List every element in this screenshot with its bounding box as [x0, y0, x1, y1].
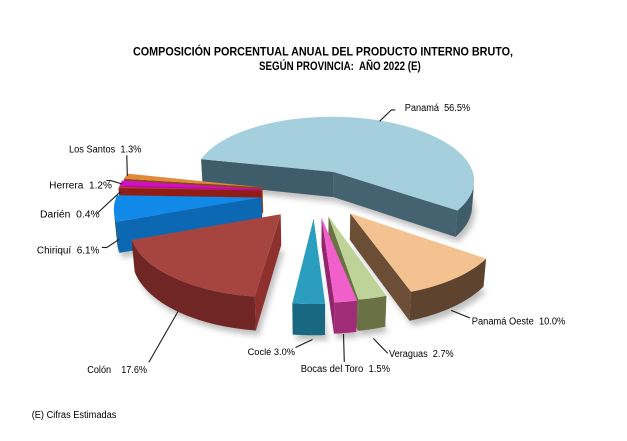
svg-text:Veraguas 2.7%: Veraguas 2.7%	[389, 349, 454, 360]
svg-text:Coclé 3.0%: Coclé 3.0%	[248, 347, 296, 357]
svg-text:Panamá 56.5%: Panamá 56.5%	[405, 103, 471, 114]
svg-text:COMPOSICIÓN PORCENTUAL ANUAL D: COMPOSICIÓN PORCENTUAL ANUAL DEL PRODUCT…	[133, 45, 513, 59]
svg-text:Colón 17.6%: Colón 17.6%	[87, 365, 147, 376]
svg-text:Chiriquí 6.1%: Chiriquí 6.1%	[37, 245, 100, 256]
svg-text:Darién 0.4%: Darién 0.4%	[40, 209, 100, 220]
svg-text:Herrera 1.2%: Herrera 1.2%	[49, 180, 112, 191]
svg-text:(E) Cifras Estimadas: (E) Cifras Estimadas	[32, 410, 117, 421]
svg-text:Panamá Oeste 10.0%: Panamá Oeste 10.0%	[472, 316, 566, 327]
svg-text:Los Santos 1.3%: Los Santos 1.3%	[69, 145, 142, 156]
svg-text:SEGÚN PROVINCIA: AÑO 2022 (E): SEGÚN PROVINCIA: AÑO 2022 (E)	[259, 59, 421, 73]
svg-text:Bocas del Toro 1.5%: Bocas del Toro 1.5%	[301, 364, 391, 375]
